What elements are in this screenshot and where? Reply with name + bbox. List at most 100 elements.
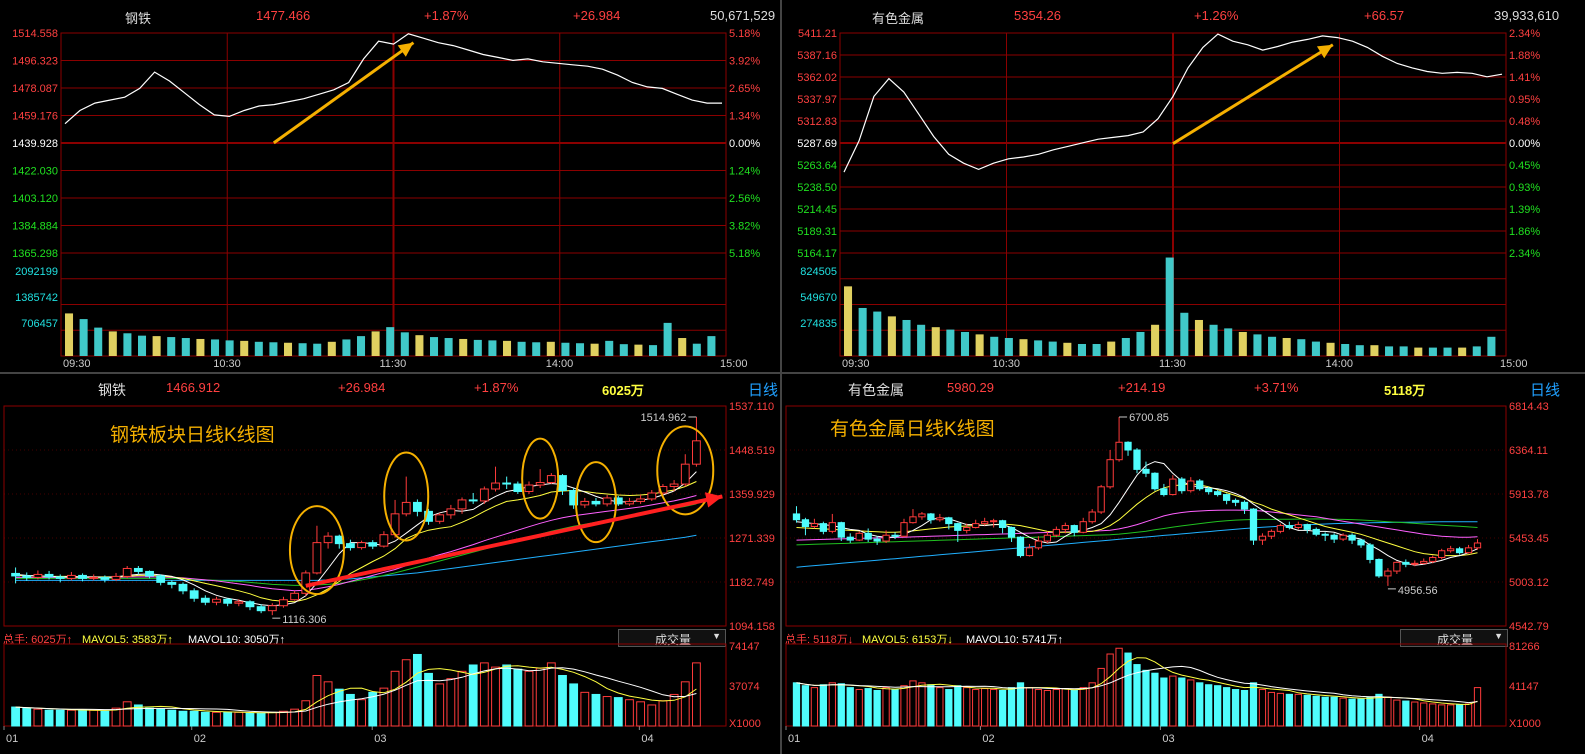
volume-bar [1294, 693, 1302, 727]
volume-bar [390, 670, 400, 727]
month-tick-label: 01 [788, 733, 800, 745]
candle-body [1088, 511, 1096, 523]
candle-body [167, 581, 177, 585]
candle-body [212, 598, 221, 603]
volume-bar [1043, 689, 1052, 727]
volume-bar [167, 709, 177, 727]
volume-bar [290, 708, 300, 727]
volume-bar [1133, 664, 1141, 727]
candle-body [1330, 534, 1338, 540]
candle-body [989, 520, 998, 523]
candle-body [491, 482, 500, 490]
vol-mavol5: MAVOL5: 3583万↑ [82, 634, 173, 646]
time-tick-label: 15:00 [720, 358, 748, 370]
candle-body [909, 516, 917, 524]
candle-body [1016, 536, 1025, 557]
daily-chart-metals: 6814.43 6364.11 5913.78 5453.45 5003.12 4542.… [785, 401, 1549, 745]
daily-period[interactable]: 日线 [1530, 382, 1561, 399]
month-tick-label: 02 [194, 733, 206, 745]
candle-body [864, 532, 872, 540]
volume-bar [122, 701, 132, 727]
volume-bar [412, 653, 422, 727]
vol-mavol5: MAVOL5: 6153万↓ [862, 634, 953, 646]
volume-tick-label: X1000 [1509, 718, 1541, 730]
price-tick-label: 1422.030 [12, 166, 58, 178]
candle-body [223, 598, 233, 604]
volume-tick-label: 1385742 [15, 292, 58, 304]
volume-bar [502, 664, 512, 727]
volume-bar [981, 688, 989, 727]
candle-body [234, 601, 244, 604]
price-tick-label: 1496.323 [12, 56, 58, 68]
candle-body [613, 497, 623, 505]
candle-body [100, 576, 110, 580]
volume-bar [1224, 328, 1233, 356]
price-tick-label: 5189.31 [797, 226, 837, 238]
volume-bar [1214, 685, 1222, 727]
volume-bar [1077, 343, 1086, 356]
volume-bar [963, 687, 971, 727]
volume-bar [998, 689, 1007, 727]
candle-body [1258, 535, 1267, 541]
pct-tick-label: 1.86% [1509, 226, 1540, 238]
candle-body [22, 575, 32, 578]
volume-bar [1370, 345, 1379, 356]
candle-body [468, 499, 478, 502]
price-tick-label: 1439.928 [12, 138, 58, 150]
candle-body [1348, 534, 1356, 541]
volume-bar [990, 336, 999, 356]
volume-bar [1205, 684, 1213, 727]
volume-bar [11, 706, 20, 727]
volume-bar [902, 319, 911, 356]
intraday-name: 有色金属 [872, 11, 925, 26]
volume-bar [972, 689, 980, 727]
volume-bar [1366, 696, 1374, 727]
volume-bar [887, 316, 896, 356]
volume-bar [334, 688, 344, 727]
volume-bar [801, 685, 810, 727]
volume-bar [1019, 339, 1028, 356]
volume-bar [371, 331, 380, 356]
candle-body [290, 592, 300, 601]
chevron-down-icon: ▼ [712, 631, 721, 641]
volume-bar [634, 344, 643, 356]
volume-bar [178, 710, 188, 727]
candle-body [122, 567, 132, 577]
candle-body [446, 508, 456, 516]
candle-body [1142, 468, 1150, 474]
price-tick-label: 1182.749 [729, 577, 774, 589]
volume-bar [524, 670, 534, 727]
volume-bar [1187, 679, 1195, 727]
volume-bar [1303, 694, 1311, 727]
candle-body [256, 606, 266, 612]
volume-bar [212, 711, 221, 727]
volume-bar [619, 344, 628, 356]
volume-bar [33, 708, 43, 727]
low-price-label: 1116.306 [282, 614, 326, 626]
volume-bar [400, 332, 409, 356]
ma20-line [796, 509, 1478, 541]
price-tick-label: 5003.12 [1509, 577, 1549, 589]
candle-body [873, 538, 881, 542]
volume-bar [1222, 687, 1231, 727]
price-tick-label: 5214.45 [797, 204, 837, 216]
volume-bar [256, 712, 266, 727]
candle-body [44, 573, 54, 578]
month-tick-label: 03 [374, 733, 386, 745]
volume-bar [78, 709, 87, 727]
candle-body [502, 482, 512, 485]
volume-bar [1025, 687, 1034, 727]
annotation-circle [574, 461, 617, 544]
volume-bar [1438, 704, 1446, 727]
daily-panel-metals: 有色金属 5980.29 +214.19 +3.71% 5118万 日线 有色金… [782, 374, 1585, 754]
vol-mavol10: MAVOL10: 3050万↑ [188, 634, 286, 646]
price-tick-label: 1537.110 [729, 401, 774, 413]
volume-bar [1249, 682, 1258, 727]
daily-period[interactable]: 日线 [748, 382, 779, 399]
candle-body [89, 576, 99, 579]
candle-body [1267, 530, 1276, 537]
volume-bar [279, 710, 288, 727]
intraday-name: 钢铁 [125, 11, 152, 26]
volume-tick-label: 549670 [800, 292, 837, 304]
volume-bar [89, 709, 99, 727]
